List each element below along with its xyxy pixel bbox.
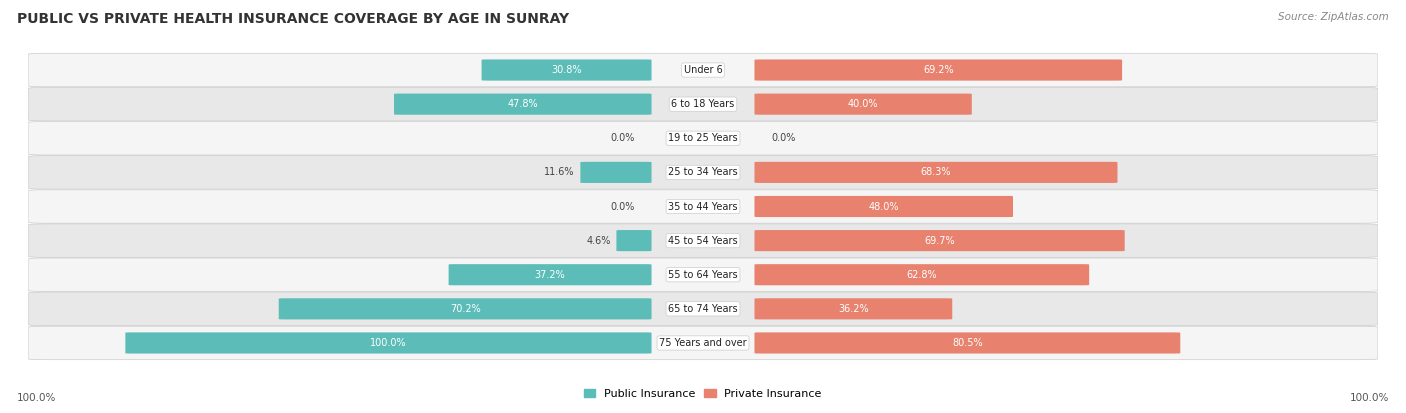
- Text: 65 to 74 Years: 65 to 74 Years: [668, 304, 738, 314]
- Text: 37.2%: 37.2%: [534, 270, 565, 280]
- Text: 55 to 64 Years: 55 to 64 Years: [668, 270, 738, 280]
- Text: 48.0%: 48.0%: [869, 202, 898, 211]
- FancyBboxPatch shape: [755, 264, 1090, 285]
- FancyBboxPatch shape: [28, 292, 1378, 325]
- Text: 35 to 44 Years: 35 to 44 Years: [668, 202, 738, 211]
- FancyBboxPatch shape: [28, 53, 1378, 87]
- Text: 6 to 18 Years: 6 to 18 Years: [672, 99, 734, 109]
- Legend: Public Insurance, Private Insurance: Public Insurance, Private Insurance: [583, 389, 823, 399]
- Text: 11.6%: 11.6%: [544, 167, 575, 177]
- FancyBboxPatch shape: [755, 94, 972, 115]
- Text: 0.0%: 0.0%: [772, 133, 796, 143]
- Text: 100.0%: 100.0%: [17, 393, 56, 403]
- FancyBboxPatch shape: [755, 196, 1012, 217]
- FancyBboxPatch shape: [449, 264, 651, 285]
- FancyBboxPatch shape: [481, 59, 651, 81]
- FancyBboxPatch shape: [755, 59, 1122, 81]
- Text: 68.3%: 68.3%: [921, 167, 952, 177]
- Text: 36.2%: 36.2%: [838, 304, 869, 314]
- Text: 100.0%: 100.0%: [370, 338, 406, 348]
- Text: 0.0%: 0.0%: [610, 202, 634, 211]
- FancyBboxPatch shape: [278, 298, 651, 319]
- FancyBboxPatch shape: [28, 326, 1378, 360]
- Text: 69.7%: 69.7%: [924, 236, 955, 246]
- Text: 0.0%: 0.0%: [610, 133, 634, 143]
- Text: 70.2%: 70.2%: [450, 304, 481, 314]
- FancyBboxPatch shape: [28, 258, 1378, 292]
- FancyBboxPatch shape: [755, 230, 1125, 251]
- Text: 19 to 25 Years: 19 to 25 Years: [668, 133, 738, 143]
- FancyBboxPatch shape: [28, 190, 1378, 223]
- Text: 80.5%: 80.5%: [952, 338, 983, 348]
- FancyBboxPatch shape: [28, 156, 1378, 189]
- FancyBboxPatch shape: [616, 230, 651, 251]
- Text: Under 6: Under 6: [683, 65, 723, 75]
- FancyBboxPatch shape: [394, 94, 651, 115]
- FancyBboxPatch shape: [28, 121, 1378, 155]
- FancyBboxPatch shape: [755, 332, 1180, 354]
- Text: 100.0%: 100.0%: [1350, 393, 1389, 403]
- FancyBboxPatch shape: [28, 88, 1378, 121]
- Text: 75 Years and over: 75 Years and over: [659, 338, 747, 348]
- FancyBboxPatch shape: [28, 224, 1378, 257]
- Text: 47.8%: 47.8%: [508, 99, 538, 109]
- Text: 62.8%: 62.8%: [907, 270, 938, 280]
- Text: 25 to 34 Years: 25 to 34 Years: [668, 167, 738, 177]
- Text: 69.2%: 69.2%: [922, 65, 953, 75]
- FancyBboxPatch shape: [755, 298, 952, 319]
- FancyBboxPatch shape: [755, 162, 1118, 183]
- Text: 4.6%: 4.6%: [586, 236, 610, 246]
- Text: Source: ZipAtlas.com: Source: ZipAtlas.com: [1278, 12, 1389, 22]
- Text: 30.8%: 30.8%: [551, 65, 582, 75]
- Text: PUBLIC VS PRIVATE HEALTH INSURANCE COVERAGE BY AGE IN SUNRAY: PUBLIC VS PRIVATE HEALTH INSURANCE COVER…: [17, 12, 569, 26]
- Text: 40.0%: 40.0%: [848, 99, 879, 109]
- Text: 45 to 54 Years: 45 to 54 Years: [668, 236, 738, 246]
- FancyBboxPatch shape: [581, 162, 651, 183]
- FancyBboxPatch shape: [125, 332, 651, 354]
